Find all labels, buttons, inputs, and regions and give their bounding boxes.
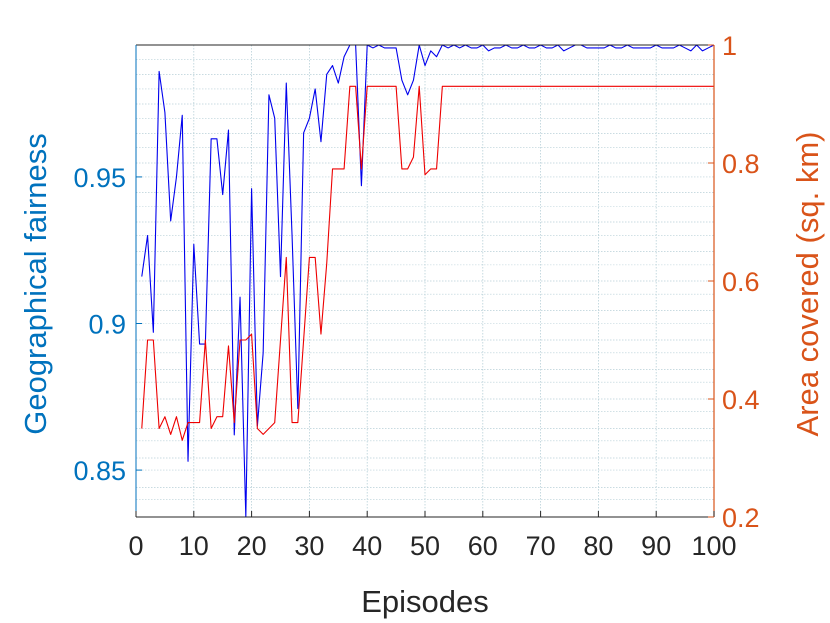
x-tick-label: 30 xyxy=(294,531,324,561)
grid-lines xyxy=(136,45,714,517)
x-tick-label: 60 xyxy=(468,531,498,561)
left-y-tick-label: 0.95 xyxy=(73,163,126,193)
right-y-tick-label: 0.2 xyxy=(722,503,760,533)
x-tick-label: 10 xyxy=(179,531,209,561)
left-y-tick-label: 0.9 xyxy=(88,310,126,340)
left-y-axis-title: Geographical fairness xyxy=(18,133,53,435)
right-y-axis-title: Area covered (sq. km) xyxy=(790,132,825,437)
tick-labels: 0 10 20 30 40 50 60 70 80 90 100 0.85 0.9 0.95 0.2 0.4 0… xyxy=(73,31,759,561)
right-y-tick-label: 0.4 xyxy=(722,385,760,415)
left-y-tick-label: 0.85 xyxy=(73,456,126,486)
area-series-line xyxy=(141,85,714,441)
x-tick-label: 20 xyxy=(237,531,267,561)
x-tick-label: 40 xyxy=(352,531,382,561)
x-tick-label: 0 xyxy=(128,531,143,561)
right-y-tick-label: 0.6 xyxy=(722,267,760,297)
right-y-tick-label: 1 xyxy=(722,31,737,61)
x-tick-label: 70 xyxy=(526,531,556,561)
x-tick-label: 100 xyxy=(691,531,736,561)
right-y-tick-label: 0.8 xyxy=(722,149,760,179)
series-layer xyxy=(141,44,715,518)
x-tick-label: 90 xyxy=(641,531,671,561)
x-tick-label: 50 xyxy=(410,531,440,561)
x-tick-label: 80 xyxy=(583,531,613,561)
x-axis-title: Episodes xyxy=(361,584,489,619)
axes xyxy=(135,44,715,518)
fairness-series-line xyxy=(141,44,715,518)
